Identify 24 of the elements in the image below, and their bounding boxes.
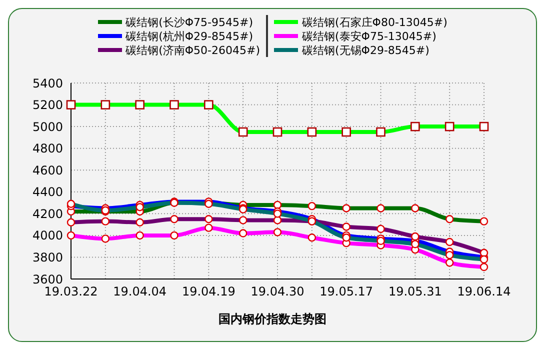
legend-label: 碳结钢(杭州Φ29-8545#): [126, 28, 253, 44]
x-tick-label: 19.04.19: [182, 284, 236, 299]
x-tick-label: 19.05.17: [320, 284, 374, 299]
y-tick-label: 3600: [32, 272, 63, 286]
x-tick-label: 19.05.31: [388, 284, 442, 299]
x-tick-label: 19.06.14: [457, 284, 511, 299]
y-tick-label: 4600: [32, 163, 63, 178]
text: 国内钢价指数走势图: [218, 311, 328, 328]
y-tick-label: 5000: [32, 120, 63, 134]
y-tick-label: 3800: [32, 250, 63, 264]
legend-label: 碳结钢(长沙Φ75-9545#): [126, 14, 253, 30]
y-tick-label: 5400: [32, 76, 63, 90]
y-tick-label: 4000: [32, 228, 63, 243]
legend-label: 碳结钢(无锡Φ29-8545#): [302, 42, 430, 58]
y-tick-label: 4800: [32, 142, 63, 156]
legend-label: 碳结钢(泰安Φ75-13045#): [302, 28, 436, 44]
y-tick-label: 4200: [32, 206, 63, 221]
x-tick-label: 19.03.22: [44, 284, 98, 299]
y-tick-label: 5200: [32, 98, 63, 112]
legend-label: 碳结钢(石家庄Φ80-13045#): [302, 14, 448, 30]
x-tick-label: 19.04.04: [113, 284, 167, 299]
y-tick-label: 4400: [32, 185, 63, 200]
x-tick-label: 19.04.30: [250, 284, 304, 299]
legend-label: 碳结钢(济南Φ50-26045#): [126, 42, 260, 58]
